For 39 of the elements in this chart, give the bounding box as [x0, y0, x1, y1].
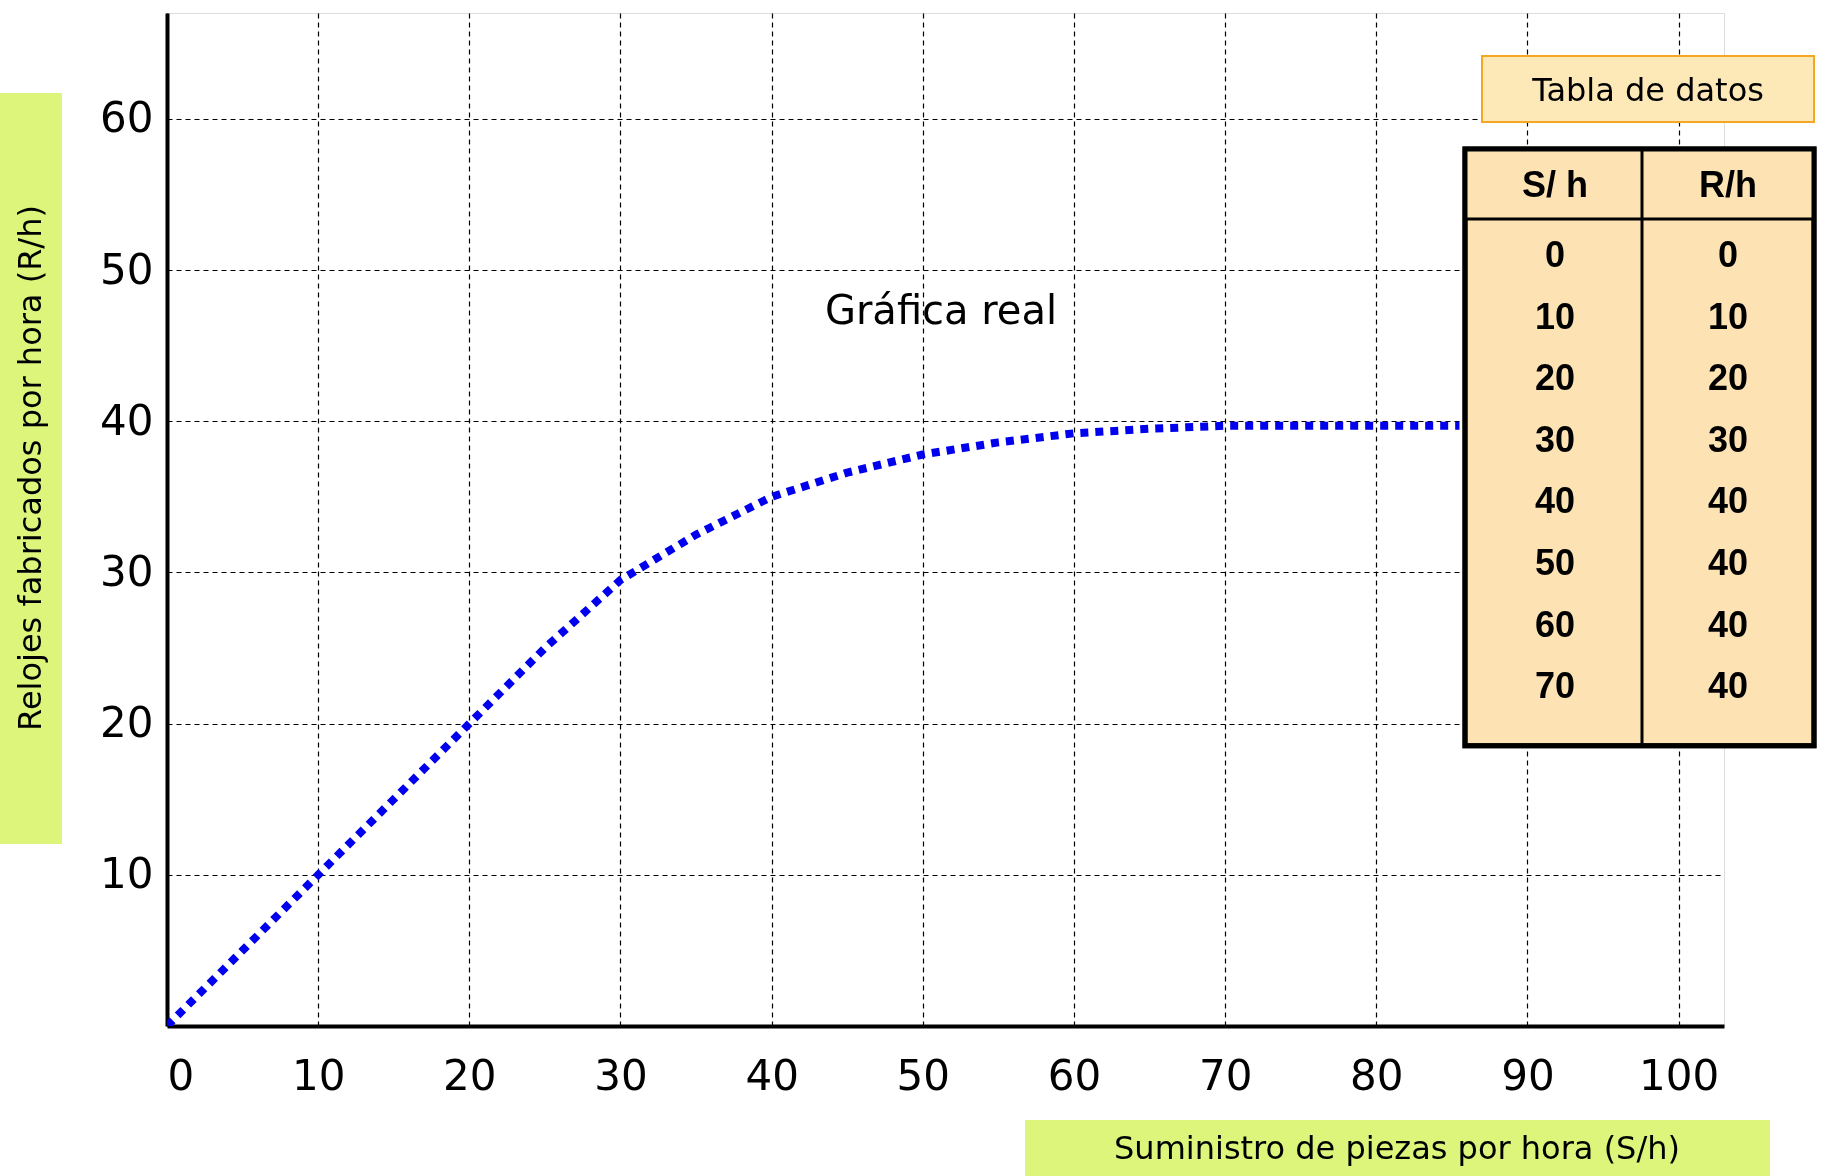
annotation: S/ h — [1521, 164, 1589, 205]
annotation: 10 — [1707, 295, 1749, 337]
x-tick-label: 0 — [167, 1050, 195, 1100]
annotation: 40 — [1534, 480, 1576, 522]
y-tick-label: 10 — [100, 849, 154, 899]
annotation: 40 — [1707, 480, 1749, 522]
x-tick-label: 70 — [1198, 1050, 1253, 1100]
y-tick-label: 40 — [100, 395, 154, 445]
annotation: 50 — [1534, 542, 1576, 583]
annotation: 40 — [1707, 542, 1749, 583]
y-axis-title: Relojes fabricados por hora (R/h) — [11, 205, 49, 731]
x-tick-label: 90 — [1501, 1050, 1555, 1100]
annotation: 40 — [1707, 603, 1749, 645]
annotation: 10 — [1534, 295, 1576, 337]
x-tick-label: 10 — [291, 1050, 346, 1100]
annotation: R/h — [1699, 164, 1757, 205]
annotation: 30 — [1707, 418, 1749, 460]
annotation: 30 — [1534, 418, 1576, 460]
annotation: 0 — [1717, 234, 1739, 275]
y-tick-label: 50 — [100, 244, 154, 294]
annotation: Tabla de datos — [1531, 71, 1764, 109]
x-tick-label: 100 — [1639, 1050, 1720, 1100]
annotation: 20 — [1707, 357, 1749, 399]
annotation: 20 — [1534, 357, 1576, 399]
annotation: 40 — [1707, 665, 1749, 707]
y-tick-label: 20 — [100, 698, 154, 748]
x-tick-label: 20 — [443, 1050, 497, 1100]
y-tick-label: 30 — [100, 546, 154, 596]
annotation: 60 — [1534, 603, 1576, 645]
x-tick-label: 30 — [594, 1050, 648, 1100]
x-tick-label: 50 — [896, 1050, 951, 1100]
x-tick-label: 40 — [745, 1050, 799, 1100]
annotation: 0 — [1544, 234, 1566, 275]
y-tick-label: 60 — [100, 93, 154, 143]
x-tick-label: 60 — [1047, 1050, 1102, 1100]
x-tick-label: 80 — [1350, 1050, 1404, 1100]
annotation: Gráfica real — [824, 287, 1058, 333]
annotation: 70 — [1534, 665, 1576, 707]
x-axis-title: Suministro de piezas por hora (S/h) — [1114, 1129, 1680, 1167]
